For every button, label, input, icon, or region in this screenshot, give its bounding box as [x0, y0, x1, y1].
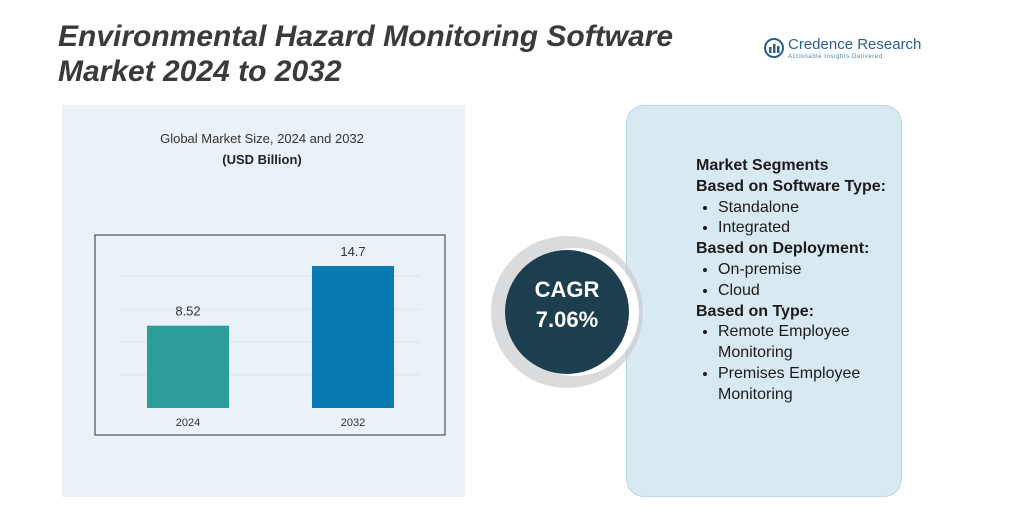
brand-name: Credence Research — [788, 36, 922, 53]
segment-list: On-premiseCloud — [696, 260, 896, 302]
plot-frame — [94, 234, 446, 436]
segment-group-title: Based on Deployment: — [696, 240, 870, 258]
logo-icon — [764, 38, 784, 58]
chart-panel — [62, 105, 465, 497]
x-tick-label: 2024 — [176, 417, 200, 429]
data-label: 8.52 — [175, 304, 200, 319]
segments-heading: Market Segments — [696, 157, 829, 174]
title: Environmental Hazard Monitoring Software — [58, 20, 674, 53]
title: Market 2024 to 2032 — [58, 55, 342, 88]
segments: Market Segments Based on Software Type: St… — [696, 156, 896, 406]
segment-group-title: Based on Type: — [696, 302, 814, 320]
brand-tagline: Actionable Insights Delivered — [788, 54, 883, 60]
segment-list: Remote Employee MonitoringPremises Emplo… — [696, 322, 896, 405]
cagr-label: CAGR — [535, 277, 600, 302]
segment-item: Standalone — [718, 198, 896, 219]
segment-item: Integrated — [718, 218, 896, 239]
segment-item: On-premise — [718, 260, 896, 281]
cagr-circle — [505, 250, 629, 374]
cagr-value: 7.06% — [536, 307, 598, 332]
segment-group-title: Based on Software Type: — [696, 177, 886, 195]
segment-item: Premises Employee Monitoring — [718, 364, 896, 406]
bar — [147, 325, 229, 408]
segments-panel — [626, 105, 902, 497]
chart-subtitle: (USD Billion) — [222, 152, 301, 167]
data-label: 14.7 — [340, 244, 365, 259]
segment-list: StandaloneIntegrated — [696, 198, 896, 240]
bar — [312, 266, 394, 408]
logo: Credence Research Actionable Insights De… — [764, 36, 921, 60]
segment-item: Cloud — [718, 281, 896, 302]
segment-item: Remote Employee Monitoring — [718, 322, 896, 364]
chart-title: Global Market Size, 2024 and 2032 — [160, 131, 364, 146]
x-tick-label: 2032 — [341, 417, 365, 429]
